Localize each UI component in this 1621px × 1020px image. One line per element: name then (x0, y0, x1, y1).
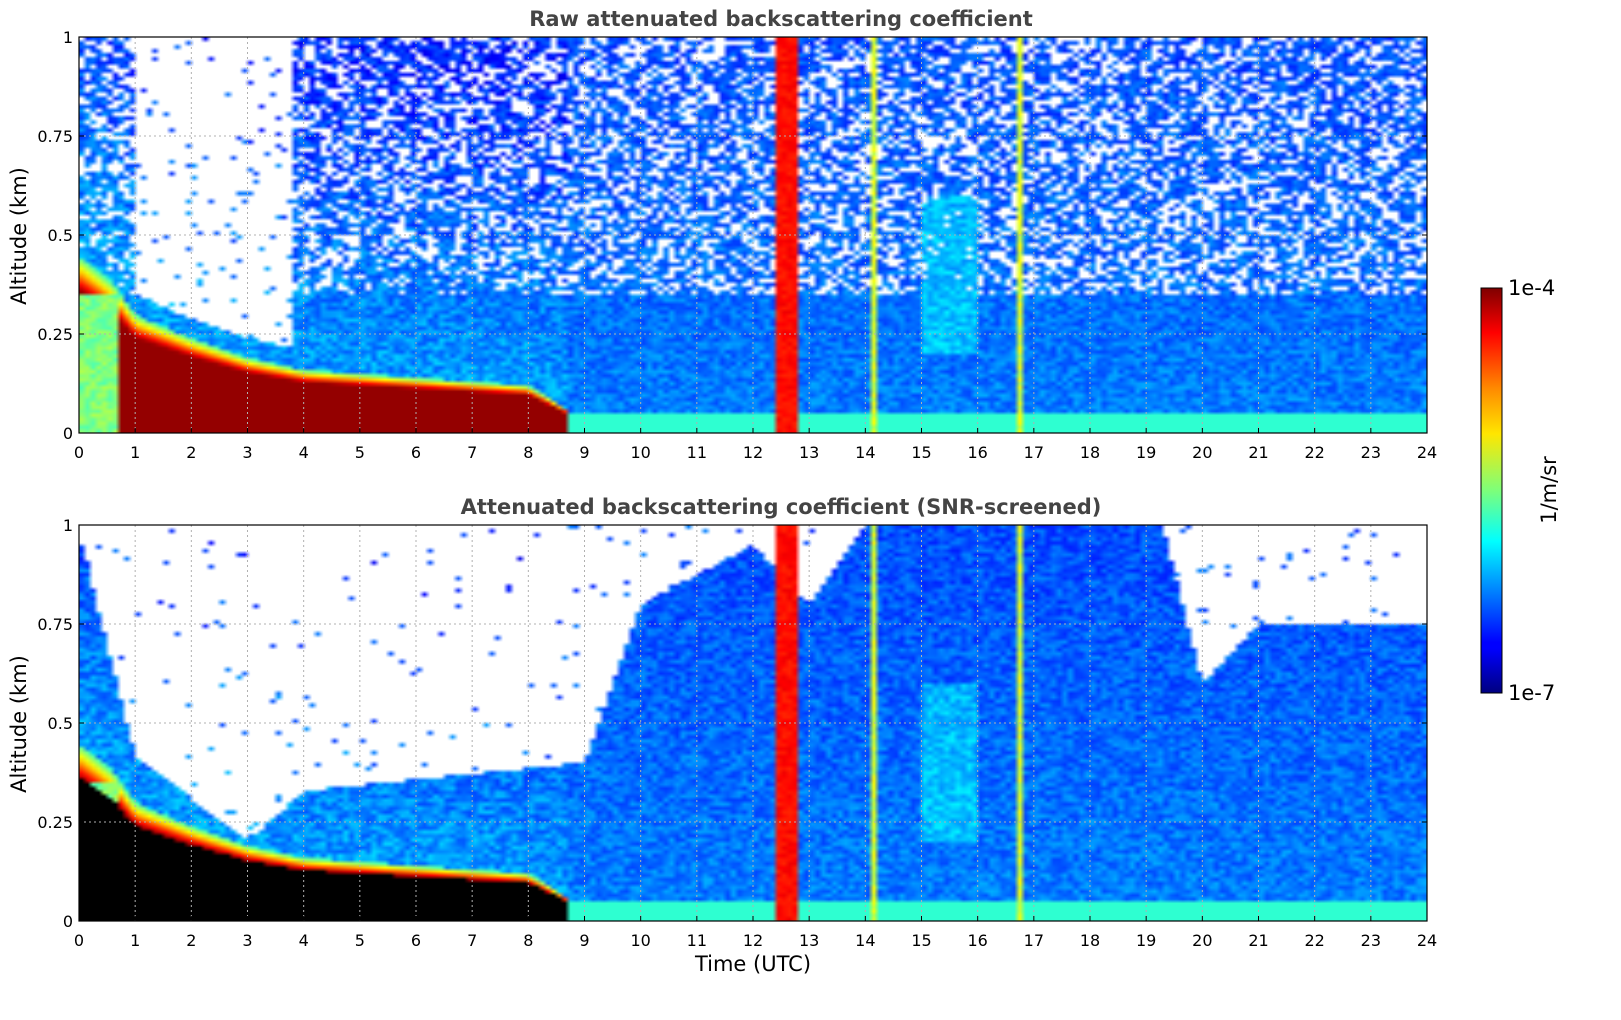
x-tick-label: 23 (1361, 931, 1381, 950)
x-tick-label: 2 (186, 931, 196, 950)
y-tick-label: 0.25 (37, 813, 73, 832)
x-tick-label: 7 (467, 931, 477, 950)
snr-ylabel: Altitude (km) (7, 655, 31, 793)
x-tick-label: 20 (1192, 931, 1212, 950)
x-tick-label: 8 (523, 931, 533, 950)
x-tick-label: 10 (630, 931, 650, 950)
x-tick-label: 11 (687, 443, 707, 462)
x-tick-label: 16 (967, 443, 987, 462)
x-tick-label: 4 (299, 931, 309, 950)
x-tick-label: 1 (130, 443, 140, 462)
y-tick-label: 0.5 (48, 226, 73, 245)
x-tick-label: 6 (411, 931, 421, 950)
x-tick-label: 24 (1417, 443, 1437, 462)
x-tick-label: 23 (1361, 443, 1381, 462)
x-tick-label: 19 (1136, 931, 1156, 950)
x-tick-label: 10 (630, 443, 650, 462)
y-tick-label: 0 (63, 424, 73, 443)
x-tick-label: 15 (911, 931, 931, 950)
x-tick-label: 2 (186, 443, 196, 462)
y-tick-label: 1 (63, 28, 73, 47)
x-tick-label: 0 (74, 443, 84, 462)
raw-heatmap: 0 1 2 3 4 5 6 7 8 9 10 11 12 13 14 15 16 17 18 19 20 21 22 23 24… (37, 28, 1437, 462)
x-tick-label: 0 (74, 931, 84, 950)
colorbar: 1e-4 1e-7 1/m/sr (1480, 276, 1561, 705)
x-tick-label: 12 (743, 443, 763, 462)
x-tick-label: 9 (579, 443, 589, 462)
x-tick-label: 11 (687, 931, 707, 950)
x-tick-label: 17 (1024, 443, 1044, 462)
snr-screened-panel: Attenuated backscattering coefficient (S… (7, 495, 1437, 976)
x-tick-label: 6 (411, 443, 421, 462)
colorbar-max-label: 1e-4 (1508, 276, 1555, 300)
y-tick-label: 0.75 (37, 615, 73, 634)
x-tick-label: 18 (1080, 931, 1100, 950)
x-tick-label: 16 (967, 931, 987, 950)
colorbar-gradient (1480, 287, 1503, 694)
x-tick-label: 13 (799, 443, 819, 462)
x-tick-label: 13 (799, 931, 819, 950)
raw-ylabel: Altitude (km) (7, 167, 31, 305)
snr-panel-title: Attenuated backscattering coefficient (S… (461, 495, 1102, 519)
snr-xlabel: Time (UTC) (694, 952, 811, 976)
x-tick-label: 3 (242, 443, 252, 462)
x-tick-label: 21 (1248, 443, 1268, 462)
x-tick-label: 7 (467, 443, 477, 462)
x-tick-label: 19 (1136, 443, 1156, 462)
colorbar-min-label: 1e-7 (1508, 681, 1555, 705)
y-tick-label: 0.75 (37, 127, 73, 146)
snr-heatmap: 0 1 2 3 4 5 6 7 8 9 10 11 12 13 14 15 16 17 18 19 20 21 22 23 24… (37, 516, 1437, 950)
x-tick-label: 5 (355, 443, 365, 462)
x-tick-label: 22 (1304, 443, 1324, 462)
x-tick-label: 8 (523, 443, 533, 462)
y-tick-label: 0 (63, 912, 73, 931)
x-tick-label: 18 (1080, 443, 1100, 462)
y-tick-label: 0.25 (37, 325, 73, 344)
x-tick-label: 9 (579, 931, 589, 950)
y-tick-label: 0.5 (48, 714, 73, 733)
x-tick-label: 20 (1192, 443, 1212, 462)
x-tick-label: 21 (1248, 931, 1268, 950)
x-tick-label: 24 (1417, 931, 1437, 950)
x-tick-label: 15 (911, 443, 931, 462)
x-tick-label: 14 (855, 443, 875, 462)
raw-backscatter-panel: Raw attenuated backscattering coefficien… (7, 7, 1437, 462)
x-tick-label: 1 (130, 931, 140, 950)
x-tick-label: 14 (855, 931, 875, 950)
x-tick-label: 17 (1024, 931, 1044, 950)
x-tick-label: 4 (299, 443, 309, 462)
x-tick-label: 3 (242, 931, 252, 950)
x-tick-label: 5 (355, 931, 365, 950)
colorbar-unit-label: 1/m/sr (1537, 456, 1561, 524)
y-tick-label: 1 (63, 516, 73, 535)
x-tick-label: 22 (1304, 931, 1324, 950)
raw-panel-title: Raw attenuated backscattering coefficien… (529, 7, 1033, 31)
x-tick-label: 12 (743, 931, 763, 950)
